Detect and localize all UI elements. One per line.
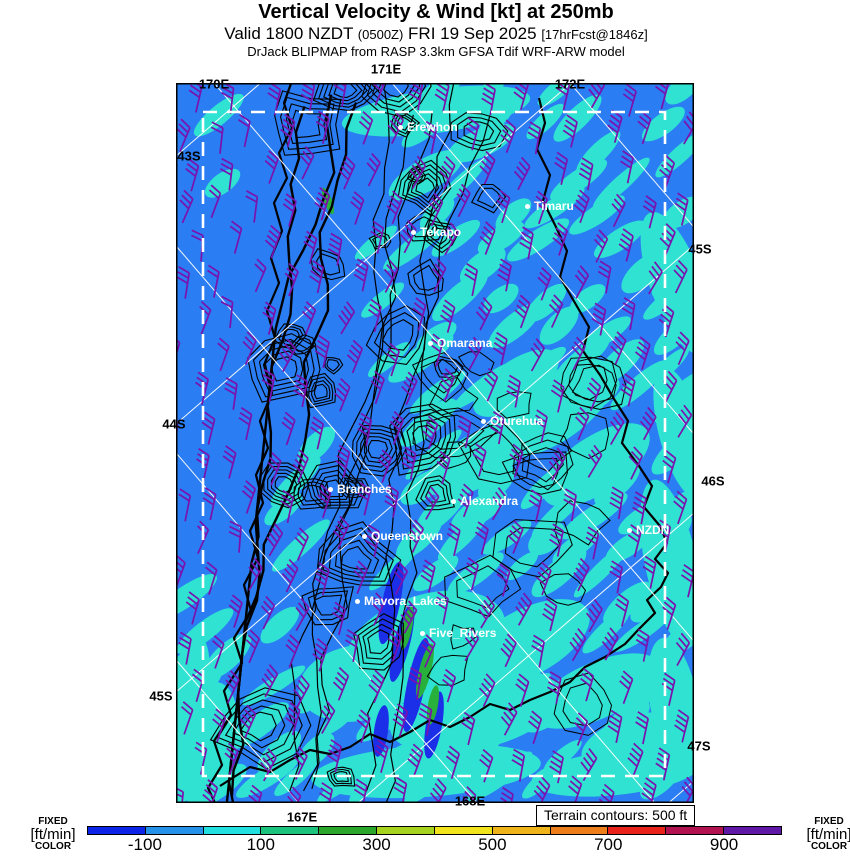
colorbar-units-color: COLOR <box>810 841 848 853</box>
place-dot <box>481 418 486 424</box>
map-art <box>176 83 694 803</box>
valid-time-main: Valid 1800 NZDT <box>224 24 358 43</box>
place-label: Queenstown <box>371 529 444 543</box>
place-dot <box>451 498 456 504</box>
place-label: Timaru <box>534 199 574 213</box>
terrain-contours-note: Terrain contours: 500 ft <box>536 805 696 826</box>
place-dot <box>627 527 632 533</box>
place-dot <box>428 340 433 346</box>
place-marker-five_rivers: Five_Rivers <box>420 626 496 640</box>
colorbar-segment <box>492 827 551 834</box>
place-dot <box>328 486 333 492</box>
colorbar-units-fixed: FIXED <box>814 816 844 827</box>
colorbar-units-left: FIXED [ft/min] COLOR <box>14 816 92 853</box>
colorbar-segment <box>88 827 146 834</box>
grid-label-170e: 170E <box>198 76 230 92</box>
colorbar-segment <box>608 827 667 834</box>
grid-label-45s: 45S <box>688 241 712 257</box>
colorbar-segment <box>666 827 725 834</box>
colorbar-segment <box>261 827 320 834</box>
place-dot <box>355 598 360 604</box>
place-label: Omarama <box>437 336 493 350</box>
colorbar-tick-label: 500 <box>478 835 507 854</box>
grid-label-167e: 167E <box>286 809 318 825</box>
grid-label-44s: 44S <box>162 416 186 432</box>
model-info-line: DrJack BLIPMAP from RASP 3.3km GFSA Tdif… <box>247 44 625 59</box>
place-marker-omarama: Omarama <box>428 336 492 350</box>
colorbar-units-ftmin: [ft/min] <box>30 826 76 844</box>
place-marker-timaru: Timaru <box>525 199 574 213</box>
colorbar-segment <box>145 827 204 834</box>
place-label: Five_Rivers <box>429 626 497 640</box>
place-dot <box>411 229 416 235</box>
colorbar-segment <box>319 827 378 834</box>
place-dot <box>362 533 367 539</box>
colorbar-segment <box>724 827 781 834</box>
colorbar-tick-label: 900 <box>709 835 739 854</box>
place-dot <box>420 630 425 636</box>
place-label: Mavora_Lakes <box>364 594 447 608</box>
grid-label-47s: 47S <box>687 738 711 754</box>
map-canvas <box>176 83 694 803</box>
page-title: Vertical Velocity & Wind [kt] at 250mb <box>258 1 614 23</box>
place-dot <box>525 203 530 209</box>
valid-time-line: Valid 1800 NZDT (0500Z) FRI 19 Sep 2025 … <box>22 24 850 44</box>
colorbar-units-right: FIXED [ft/min] COLOR <box>790 816 850 853</box>
grid-label-168e: 168E <box>454 793 486 809</box>
place-marker-tekapo: Tekapo <box>411 225 461 239</box>
place-marker-alexandra: Alexandra <box>451 494 518 508</box>
colorbar-tick-label: 300 <box>362 835 391 854</box>
grid-label-46s: 46S <box>701 473 725 489</box>
forecast-run-info: [17hrFcst@1846z] <box>541 27 648 42</box>
place-label: NZDN <box>636 523 670 537</box>
place-label: Erewhon <box>407 120 458 134</box>
valid-time-date: FRI 19 Sep 2025 <box>403 24 542 43</box>
colorbar-tick-label: -100 <box>127 835 162 854</box>
place-marker-oturehua: Oturehua <box>481 414 543 428</box>
place-marker-branches: Branches <box>328 482 392 496</box>
colorbar-units-ftmin: [ft/min] <box>806 826 850 844</box>
place-label: Alexandra <box>460 494 519 508</box>
place-marker-nzdn: NZDN <box>627 523 669 537</box>
place-marker-erewhon: Erewhon <box>398 120 458 134</box>
colorbar <box>87 826 782 835</box>
colorbar-units-fixed: FIXED <box>38 816 68 827</box>
colorbar-tick-label: 700 <box>594 835 623 854</box>
colorbar-segment <box>434 827 493 834</box>
place-label: Branches <box>337 482 392 496</box>
place-marker-mavora_lakes: Mavora_Lakes <box>355 594 447 608</box>
grid-label-45s: 45S <box>149 688 173 704</box>
place-marker-queenstown: Queenstown <box>362 529 443 543</box>
place-label: Tekapo <box>420 225 462 239</box>
place-label: Oturehua <box>490 414 544 428</box>
colorbar-segment <box>377 827 435 834</box>
grid-label-171e: 171E <box>370 61 402 77</box>
colorbar-units-color: COLOR <box>34 841 72 853</box>
grid-label-172e: 172E <box>554 76 586 92</box>
colorbar-segment <box>203 827 262 834</box>
grid-label-43s: 43S <box>177 148 201 164</box>
place-dot <box>398 124 403 130</box>
colorbar-segment <box>550 827 609 834</box>
valid-time-utc: (0500Z) <box>357 27 404 42</box>
colorbar-tick-label: 100 <box>246 835 275 854</box>
